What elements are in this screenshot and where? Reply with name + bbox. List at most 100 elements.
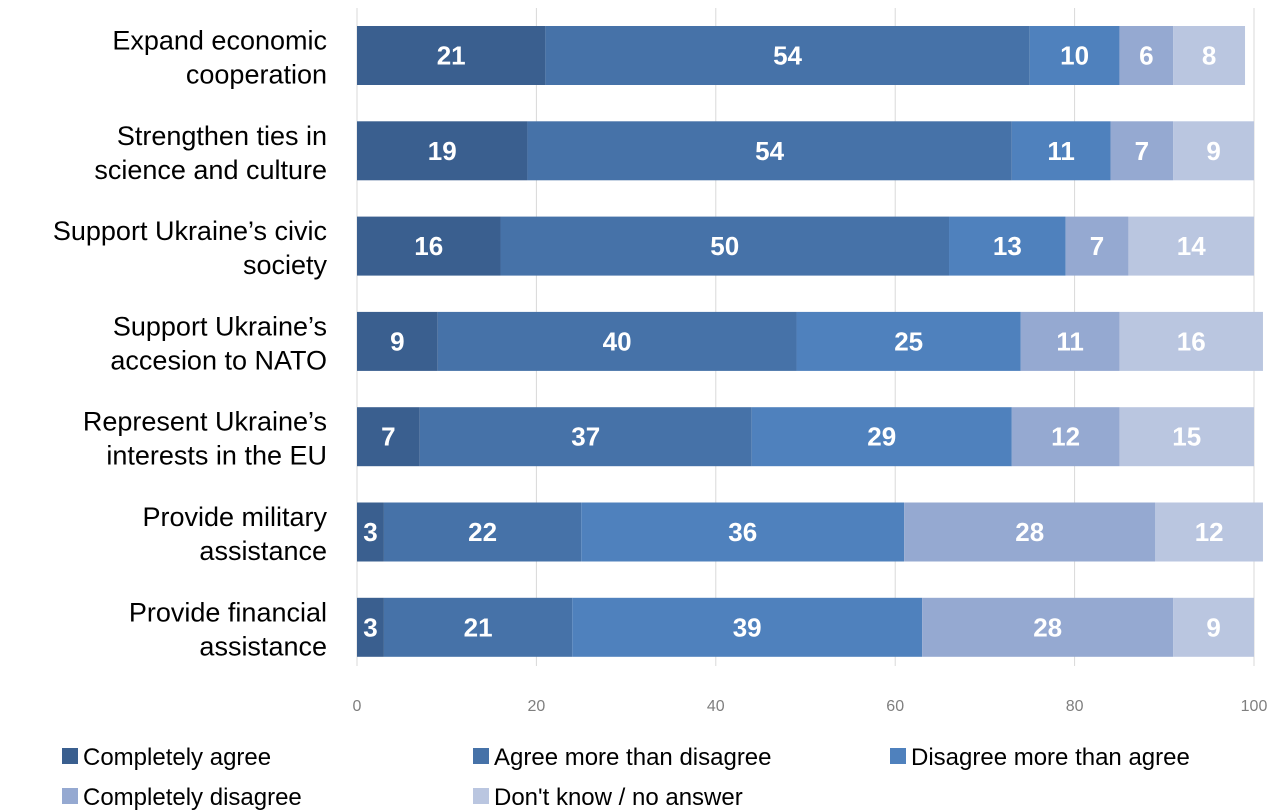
category-label: Represent Ukraine’s (83, 407, 327, 437)
bar-value-label: 54 (773, 41, 802, 71)
bar-segment (357, 26, 546, 85)
x-tick-label: 80 (1066, 698, 1084, 715)
bar-value-label: 36 (728, 517, 757, 547)
legend-entry: Disagree more than agree (911, 744, 1190, 771)
bar-segment (1173, 121, 1254, 181)
bar-segment (751, 407, 1012, 467)
bar-segment (1119, 407, 1254, 467)
bar-value-label: 7 (1090, 231, 1104, 261)
category-label: Provide military (142, 502, 327, 532)
bar-value-label: 15 (1172, 422, 1201, 452)
bar-segment (383, 502, 582, 562)
legend-entry: Don't know / no answer (494, 784, 743, 811)
bar-value-label: 22 (468, 517, 497, 547)
bars: 21 54 10 6 8 19 54 11 7 9 16 50 13 7 14 9 40 25 11 16 7 37 29 1… (357, 26, 1263, 657)
bar-value-label: 11 (1047, 136, 1075, 166)
bar-segment (949, 216, 1066, 276)
legend-swatch (473, 748, 489, 764)
bar-value-label: 16 (1177, 326, 1206, 356)
bar-segment (1110, 121, 1174, 181)
bar-value-label: 21 (437, 41, 466, 71)
bar-segment (1119, 26, 1174, 85)
legend-swatch (62, 748, 78, 764)
bar-value-label: 10 (1060, 41, 1089, 71)
bar-segment (581, 502, 905, 562)
bar-segment (357, 502, 384, 562)
bar-segment (357, 407, 420, 467)
bar-value-label: 25 (894, 326, 923, 356)
bar-value-label: 37 (571, 422, 600, 452)
category-label: Provide financial (129, 597, 327, 627)
bar-value-label: 12 (1195, 517, 1224, 547)
bar-value-label: 6 (1139, 41, 1153, 71)
legend-swatch (473, 788, 489, 804)
category-label: Support Ukraine’s civic (53, 216, 327, 246)
bar-segment (1011, 407, 1120, 467)
legend: Completely agree Agree more than disagree… (62, 744, 1190, 811)
category-label: Support Ukraine’s (113, 311, 327, 341)
legend-entry: Agree more than disagree (494, 744, 772, 771)
bar-segment (500, 216, 950, 276)
legend-swatch (62, 788, 78, 804)
bar-segment (1029, 26, 1120, 85)
bar-segment (357, 597, 384, 657)
bar-segment (1119, 311, 1263, 371)
category-label: assistance (199, 631, 327, 661)
category-label: cooperation (186, 60, 327, 90)
bar-value-label: 21 (464, 612, 493, 642)
bar-segment (357, 121, 528, 181)
category-labels: Expand economic cooperation Strengthen tie… (53, 26, 328, 662)
bar-value-label: 3 (363, 612, 377, 642)
category-label: science and culture (94, 155, 327, 185)
bar-segment (357, 216, 501, 276)
x-tick-label: 20 (528, 698, 546, 715)
x-tick-label: 60 (886, 698, 904, 715)
bar-value-label: 54 (755, 136, 784, 166)
x-tick-label: 40 (707, 698, 725, 715)
bar-value-label: 9 (390, 326, 404, 356)
bar-value-label: 39 (733, 612, 762, 642)
bar-value-label: 19 (428, 136, 457, 166)
bar-value-label: 50 (710, 231, 739, 261)
category-label: assistance (199, 536, 327, 566)
legend-entry: Completely agree (83, 744, 271, 771)
bar-value-label: 29 (867, 422, 896, 452)
bar-value-label: 12 (1051, 422, 1080, 452)
x-axis-ticks: 0 20 40 60 80 100 (353, 698, 1268, 715)
bar-value-label: 7 (1135, 136, 1149, 166)
bar-segment (1173, 597, 1254, 657)
bar-value-label: 40 (603, 326, 632, 356)
category-label: accesion to NATO (110, 345, 327, 375)
bar-value-label: 16 (414, 231, 443, 261)
legend-swatch (890, 748, 906, 764)
bar-segment (922, 597, 1174, 657)
bar-segment (1155, 502, 1263, 562)
bar-segment (527, 121, 1012, 181)
bar-segment (904, 502, 1156, 562)
category-label: Strengthen ties in (117, 121, 327, 151)
bar-segment (1020, 311, 1120, 371)
bar-value-label: 9 (1206, 136, 1220, 166)
bar-value-label: 9 (1206, 612, 1220, 642)
bar-value-label: 3 (363, 517, 377, 547)
bar-value-label: 7 (381, 422, 395, 452)
category-label: Expand economic (112, 26, 327, 56)
category-label: society (243, 250, 328, 280)
bar-segment (437, 311, 797, 371)
bar-segment (1011, 121, 1111, 181)
bar-segment (545, 26, 1030, 85)
category-label: interests in the EU (106, 441, 327, 471)
bar-value-label: 14 (1177, 231, 1206, 261)
bar-value-label: 28 (1033, 612, 1062, 642)
bar-segment (796, 311, 1021, 371)
x-tick-label: 0 (353, 698, 362, 715)
bar-segment (1128, 216, 1254, 276)
bar-segment (357, 311, 438, 371)
bar-segment (1065, 216, 1129, 276)
bar-value-label: 28 (1015, 517, 1044, 547)
bar-segment (383, 597, 573, 657)
bar-value-label: 13 (993, 231, 1022, 261)
x-tick-label: 100 (1241, 698, 1268, 715)
bar-value-label: 11 (1056, 326, 1084, 356)
bar-segment (1173, 26, 1246, 85)
